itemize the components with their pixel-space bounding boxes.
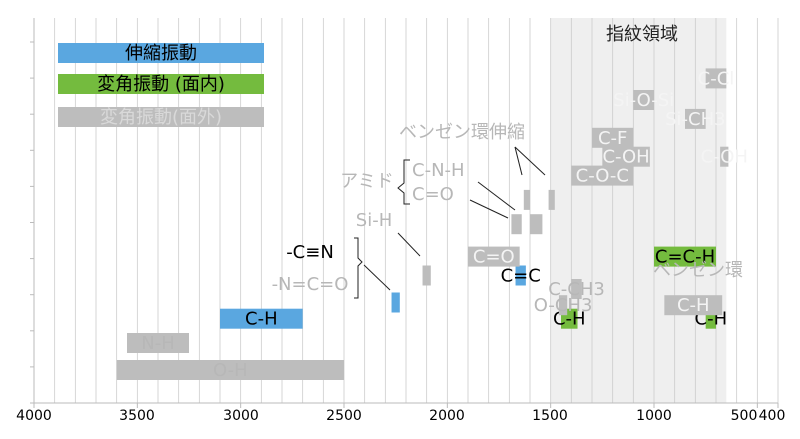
leader-sih: [397, 232, 421, 257]
leader-benzene-stretch-1: [514, 146, 523, 176]
fingerprint-region-bg: [550, 18, 727, 403]
x-tick-500: 500: [731, 408, 758, 424]
x-tick-2500: 2500: [326, 408, 362, 424]
band-bar-band-6: [422, 265, 431, 286]
band-label-o-ch3-22: O-CH3: [534, 295, 593, 316]
band-bar-c-c-7: [515, 265, 526, 286]
annotation-amide: アミド: [340, 171, 394, 192]
nitrile-brace: [354, 237, 363, 299]
band-bar-band-13: [548, 189, 555, 210]
annotation-sih: Si-H: [356, 210, 392, 231]
x-tick-400: 400: [759, 408, 786, 424]
band-bar-si-o-si-19: [633, 90, 654, 110]
band-label-c-o-8: C=O: [473, 247, 515, 268]
annotation-cnh: C-N-H: [412, 160, 465, 181]
band-label-c-f-17: C-F: [598, 128, 627, 149]
band-label-n-h-1: N-H: [141, 333, 175, 354]
band-bar-band-11: [530, 214, 543, 235]
band-bar-c-ch3-21: [571, 279, 582, 299]
band-label-c-oh-15: C-OH: [602, 147, 649, 168]
band-bar-c-h-4: [705, 308, 716, 329]
legend: 伸縮振動 変角振動 (面内) 変角振動(面外): [58, 43, 264, 128]
band-bar-c-cl-20: [705, 68, 727, 89]
x-tick-3000: 3000: [223, 408, 259, 424]
background-layer: [550, 18, 727, 403]
x-axis: 4000 3500 3000 2500 2000 1500 1000 500 4…: [16, 402, 786, 424]
band-label-c-c-h-9: C=C-H: [655, 247, 715, 268]
amide-brace: [397, 159, 410, 205]
band-label-c-c-7: C=C: [501, 266, 541, 287]
annotation-benzene-ring: ベンゼン環: [653, 260, 743, 281]
legend-swatch-bend-out: [58, 107, 264, 127]
x-tick-1000: 1000: [636, 408, 672, 424]
legend-swatch-stretch: [58, 43, 264, 63]
band-layer: O-HN-HC-H C-H C-HC=CC=O C=C-HC-O-CC-OH C-OHC…: [116, 68, 748, 381]
x-tick-4000: 4000: [16, 408, 52, 424]
band-bar-n-h-1: [127, 333, 189, 353]
band-bar-c-o-8: [468, 246, 520, 267]
band-bar-c-f-17: [592, 127, 634, 148]
band-label-c-h-2: C-H: [245, 309, 278, 330]
band-label-c-h-23: C-H: [677, 295, 710, 316]
leader-nitrile: [363, 264, 391, 291]
band-bar-si-ch3-18: [685, 108, 706, 129]
legend-label-bend-in: 変角振動 (面内): [97, 74, 225, 95]
leader-benzene-stretch-2: [514, 146, 546, 176]
band-bar-band-12: [523, 189, 530, 210]
annotations: ベンゼン環伸縮 アミド C-N-H C=O Si-H -C≡N -N=C=O ベ…: [272, 122, 743, 299]
band-label-c-ch3-21: C-CH3: [548, 279, 605, 300]
band-label-c-cl-20: C-Cl: [698, 68, 735, 89]
band-label-c-oh-16: C-OH: [701, 147, 748, 168]
band-label-o-h-0: O-H: [213, 360, 248, 381]
band-bar-c-c-h-9: [654, 246, 716, 267]
legend-label-stretch: 伸縮振動: [125, 43, 197, 64]
band-bar-o-h-0: [116, 360, 345, 380]
leader-cnh: [477, 181, 516, 211]
band-bar-c-h-2: [220, 308, 303, 329]
annotation-co: C=O: [412, 184, 454, 205]
band-label-si-o-si-19: Si-O-Si: [613, 90, 674, 111]
annotation-nitrile: -C≡N: [286, 242, 334, 263]
band-label-si-ch3-18: Si-CH3: [665, 109, 725, 130]
band-bar-c-oh-15: [602, 146, 650, 167]
band-label-c-o-c-14: C-O-C: [576, 166, 629, 187]
band-bar-c-oh-16: [720, 146, 729, 167]
band-bar-o-ch3-22: [558, 295, 568, 316]
fingerprint-region-label: 指紋領域: [606, 24, 678, 45]
leader-co: [469, 199, 509, 219]
legend-swatch-bend-in: [58, 74, 264, 94]
band-bar-band-10: [511, 214, 522, 235]
annotation-benzene-stretch: ベンゼン環伸縮: [399, 122, 525, 143]
legend-label-bend-out: 変角振動(面外): [100, 107, 222, 128]
x-tick-1500: 1500: [532, 408, 568, 424]
band-bar-band-5: [391, 292, 400, 313]
annotation-isocyanate: -N=C=O: [272, 274, 349, 295]
x-tick-2000: 2000: [429, 408, 465, 424]
x-tick-3500: 3500: [119, 408, 155, 424]
band-bar-c-o-c-14: [571, 165, 634, 186]
band-bar-c-h-23: [664, 295, 723, 316]
